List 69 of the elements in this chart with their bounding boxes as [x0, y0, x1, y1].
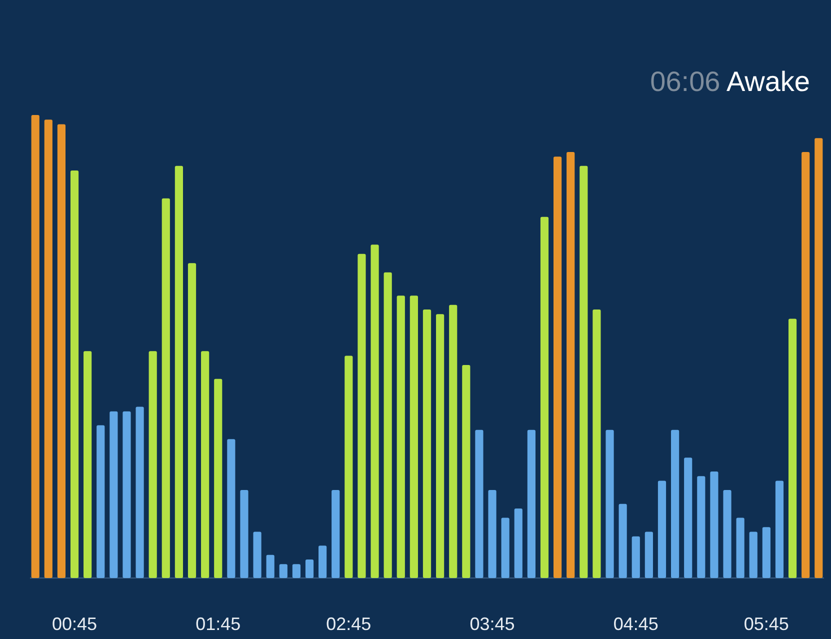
bar — [57, 124, 66, 578]
bar — [670, 430, 680, 578]
bar — [214, 378, 222, 578]
bar — [84, 351, 92, 578]
bar — [174, 166, 184, 578]
bar — [658, 480, 666, 578]
bar — [775, 480, 784, 578]
x-tick-label: 03:45 — [470, 614, 515, 634]
bar — [410, 296, 418, 578]
bar — [802, 152, 810, 578]
bar — [697, 476, 706, 578]
bar — [148, 351, 157, 578]
x-tick-label: 04:45 — [613, 614, 658, 634]
bar — [723, 490, 732, 578]
bar — [344, 356, 353, 578]
bar — [253, 532, 262, 578]
bar — [358, 254, 366, 578]
x-tick-label: 05:45 — [744, 614, 789, 634]
bar — [501, 518, 510, 578]
bar — [684, 458, 692, 578]
bar — [136, 406, 144, 578]
bar — [566, 152, 575, 578]
bar — [201, 351, 210, 578]
bar — [292, 564, 300, 578]
x-tick-label: 01:45 — [196, 614, 241, 634]
bar — [422, 309, 432, 578]
bar — [318, 546, 327, 578]
bar — [384, 272, 392, 578]
bar — [514, 508, 522, 578]
bar — [488, 490, 496, 578]
bar — [736, 518, 744, 578]
bar — [162, 198, 170, 578]
bar — [122, 411, 131, 578]
bar — [279, 564, 288, 578]
bar — [70, 170, 79, 578]
bar — [436, 314, 444, 578]
bar — [110, 411, 118, 578]
bar — [788, 318, 797, 578]
bar — [332, 490, 340, 578]
bar — [580, 166, 588, 578]
bar — [644, 532, 653, 578]
bar — [749, 532, 758, 578]
bar — [527, 430, 536, 578]
chart-title: Awake — [726, 66, 810, 97]
bar — [266, 554, 274, 578]
x-tick-label: 00:45 — [52, 614, 98, 634]
chart-subtitle: 06:06 — [650, 66, 726, 97]
bar — [632, 536, 640, 578]
bar — [44, 120, 52, 578]
bar — [592, 309, 601, 578]
bar — [370, 244, 379, 578]
bar — [606, 430, 614, 578]
bar — [462, 365, 470, 578]
bar — [227, 439, 236, 578]
bar — [814, 138, 823, 578]
bar — [762, 527, 770, 578]
bar — [305, 559, 314, 578]
bar — [396, 296, 405, 578]
bar — [540, 216, 549, 578]
bar — [475, 430, 484, 578]
x-tick-label: 02:45 — [326, 614, 372, 634]
bar — [188, 263, 196, 578]
bar — [240, 490, 248, 578]
bar — [31, 115, 40, 578]
bar — [449, 304, 458, 578]
bar — [96, 425, 105, 578]
bar — [618, 504, 627, 578]
bar — [710, 472, 718, 578]
bar — [554, 156, 562, 578]
